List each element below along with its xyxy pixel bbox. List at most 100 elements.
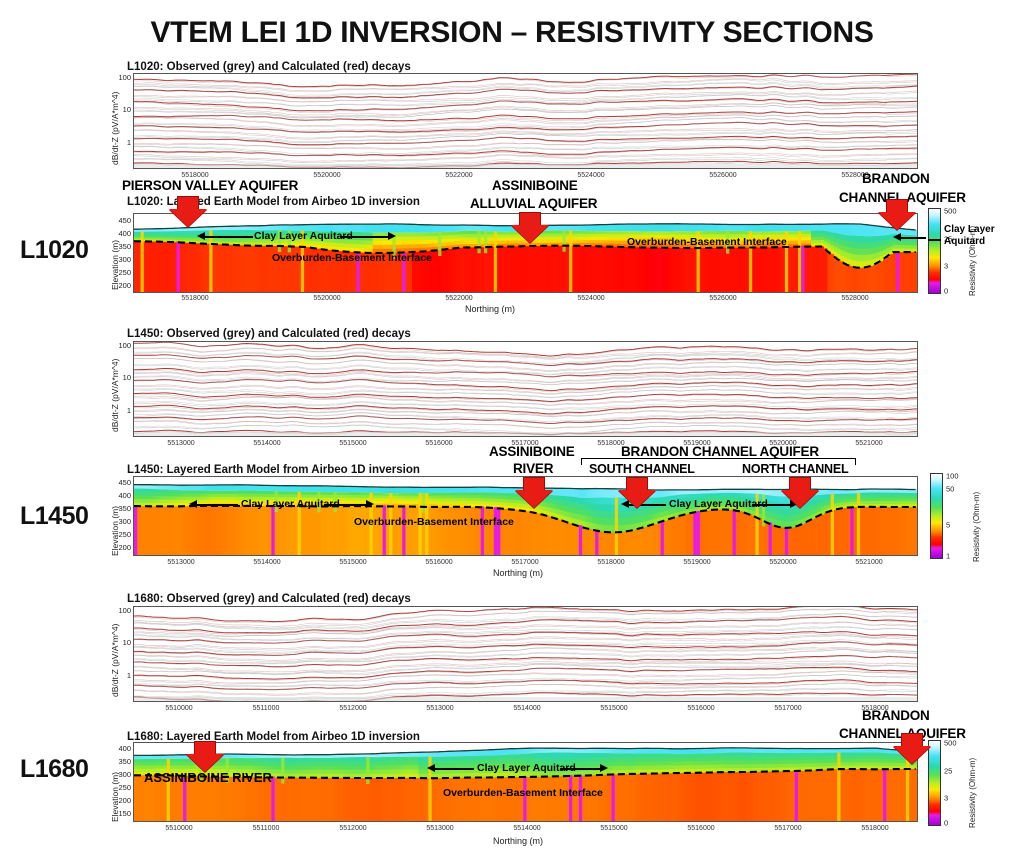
label-clay-layer-aquitard-l1450-left: Clay Layer Aquitard: [241, 498, 340, 510]
bracket-channels: [581, 458, 856, 465]
ytick: 450: [118, 478, 131, 487]
ytick: 10: [122, 105, 131, 114]
colorbar-tick: 500: [944, 206, 957, 216]
label-assiniboine-river-l1680: ASSINIBOINE RIVER: [144, 770, 272, 785]
ytick: 10: [122, 373, 131, 382]
annotation-brandon-l1680: BRANDON: [862, 708, 930, 723]
xtick: 5510000: [165, 705, 193, 712]
xtick: 5514000: [253, 559, 281, 566]
arrow-head-left-icon: [189, 500, 197, 508]
xtick: 5513000: [167, 559, 195, 566]
annotation-assiniboine: ASSINIBOINE: [492, 178, 578, 193]
panel-title-l1680-model: L1680: Layered Earth Model from Airbeo 1…: [127, 731, 420, 743]
label-overburden-basement-interface-l1020-right: Overburden-Basement Interface: [627, 236, 787, 248]
colorbar-tick: 3: [944, 793, 949, 803]
panel-title-l1020-decays: L1020: Observed (grey) and Calculated (r…: [127, 61, 411, 73]
xtick: 5513000: [426, 705, 454, 712]
xtick: 5517000: [774, 825, 802, 832]
colorbar-tick: 0: [944, 286, 949, 296]
xtick: 5524000: [577, 172, 605, 179]
ylabel-l1450-decays: dB/dt-Z (pV/A*m^4): [110, 358, 120, 432]
line-label-l1680: L1680: [20, 755, 89, 783]
ytick: 200: [118, 281, 131, 290]
xtick: 5514000: [513, 825, 541, 832]
xtick: 5515000: [339, 440, 367, 447]
line-label-l1020: L1020: [20, 236, 89, 264]
legend-clay-layer-aquitard-l1020-line2: Aquitard: [944, 236, 986, 247]
ytick: 400: [118, 744, 131, 753]
resistivity-section-l1680: [134, 743, 917, 821]
ylabel-l1680-decays: dB/dt-Z (pV/A*m^4): [110, 623, 120, 697]
xtick: 5515000: [600, 825, 628, 832]
ytick: 400: [118, 229, 131, 238]
ytick: 1: [126, 138, 131, 147]
plot-l1450-decays: [133, 341, 918, 437]
xtick: 5510000: [165, 825, 193, 832]
xtick: 5513000: [426, 825, 454, 832]
xlabel-l1450: Northing (m): [493, 568, 544, 578]
xtick: 5517000: [511, 559, 539, 566]
plot-l1680-decays: [133, 606, 918, 702]
xlabel-l1680: Northing (m): [493, 836, 544, 846]
arrow-head-left-icon: [197, 232, 205, 240]
ytick: 1: [126, 406, 131, 415]
colorbar-gradient-l1450: [930, 473, 943, 559]
xtick: 5517000: [511, 440, 539, 447]
xtick: 5520000: [769, 559, 797, 566]
colorbar-title-l1450: Resistivity (Ohm-m): [972, 491, 981, 562]
ytick: 400: [118, 491, 131, 500]
ytick: 450: [118, 216, 131, 225]
annotation-pierson-valley-aquifer: PIERSON VALLEY AQUIFER: [122, 178, 299, 193]
ytick: 350: [118, 242, 131, 251]
annotation-river-l1450: RIVER: [513, 461, 554, 476]
xtick: 5528000: [841, 172, 869, 179]
xtick: 5514000: [513, 705, 541, 712]
xtick: 5516000: [425, 559, 453, 566]
colorbar-tick: 1: [946, 551, 951, 561]
xtick: 5522000: [445, 295, 473, 302]
colorbar-tick: 3: [944, 261, 949, 271]
xtick: 5526000: [709, 172, 737, 179]
arrow-line-left: [434, 768, 474, 770]
ytick: 100: [118, 73, 131, 82]
ytick: 300: [118, 517, 131, 526]
panel-title-l1020-model: L1020: Layered Earth Model from Airbeo 1…: [127, 196, 420, 208]
ytick: 1: [126, 671, 131, 680]
plot-l1680-model: [133, 742, 918, 822]
arrow-line-right: [324, 504, 366, 506]
xtick: 5518000: [597, 559, 625, 566]
panel-title-l1450-decays: L1450: Observed (grey) and Calculated (r…: [127, 328, 411, 340]
figure-title: VTEM LEI 1D INVERSION – RESISTIVITY SECT…: [150, 16, 874, 49]
ytick: 150: [118, 809, 131, 818]
xtick: 5513000: [167, 440, 195, 447]
ytick: 10: [122, 638, 131, 647]
legend-clay-layer-aquitard-l1020-line1: Clay Layer: [944, 224, 995, 235]
xtick: 5526000: [709, 295, 737, 302]
annotation-assiniboine-l1450: ASSINIBOINE: [489, 444, 575, 459]
colorbar-tick: 100: [946, 471, 959, 481]
arrow-head-right-icon: [366, 500, 374, 508]
xtick: 5518000: [181, 295, 209, 302]
label-overburden-basement-interface-l1680: Overburden-Basement Interface: [443, 787, 603, 799]
ytick: 250: [118, 530, 131, 539]
xtick: 5518000: [181, 172, 209, 179]
decay-curves-l1020: [134, 74, 917, 168]
xtick: 5517000: [774, 705, 802, 712]
xtick: 5520000: [313, 295, 341, 302]
annotation-south-channel: SOUTH CHANNEL: [589, 462, 695, 476]
colorbar-tick: 50: [946, 484, 955, 494]
xtick: 5528000: [841, 295, 869, 302]
arrow-line-right: [340, 236, 388, 238]
xtick: 5518000: [861, 705, 889, 712]
annotation-brandon: BRANDON: [862, 171, 930, 186]
ytick: 200: [118, 543, 131, 552]
xtick: 5515000: [339, 559, 367, 566]
arrow-head-right-icon: [388, 232, 396, 240]
annotation-north-channel: NORTH CHANNEL: [742, 462, 849, 476]
label-clay-layer-aquitard-l1020: Clay Layer Aquitard: [254, 230, 353, 242]
xtick: 5516000: [425, 440, 453, 447]
ytick: 300: [118, 770, 131, 779]
label-clay-layer-aquitard-l1680: Clay Layer Aquitard: [477, 762, 576, 774]
arrow-head-right-icon: [600, 764, 608, 772]
panel-title-l1450-model: L1450: Layered Earth Model from Airbeo 1…: [127, 464, 420, 476]
